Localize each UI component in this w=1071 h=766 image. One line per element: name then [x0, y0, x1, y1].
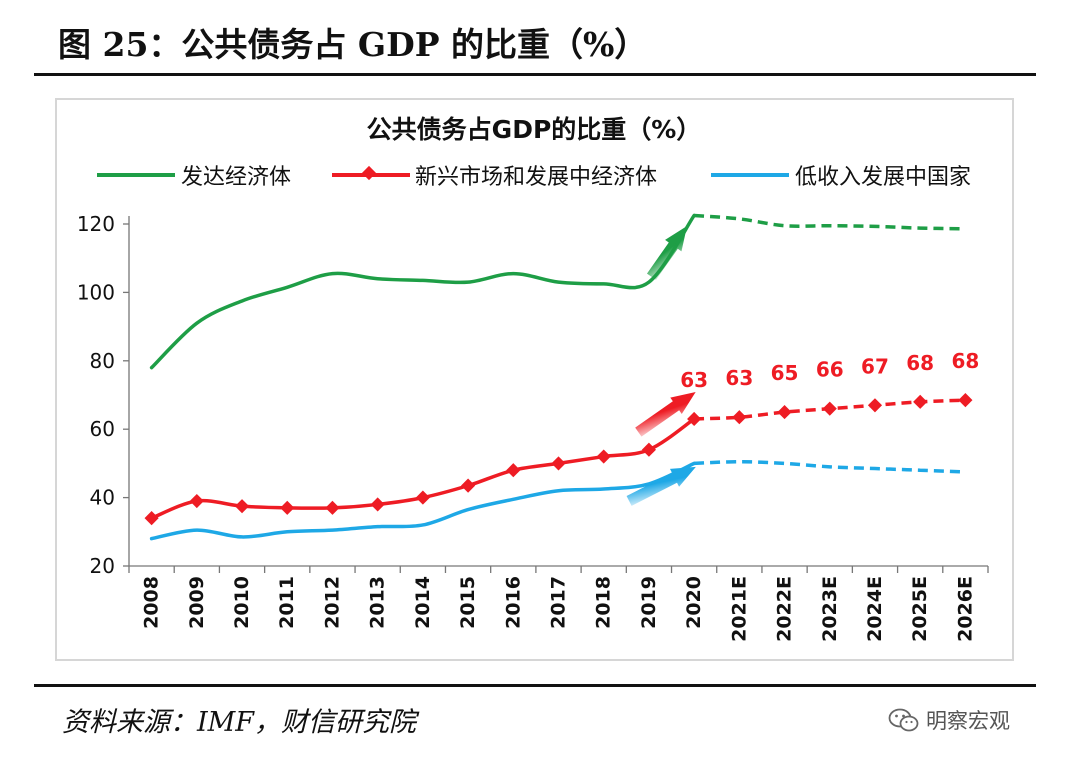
data-point-marker — [461, 478, 476, 493]
trend-arrows — [626, 225, 696, 506]
legend: 发达经济体 新兴市场和发展中经济体 低收入发展中国家 — [97, 165, 971, 190]
axes: 20 40 60 80 100 120 2008 2009 2010 2011 2012 2013 20… — [77, 212, 989, 642]
x-tick-label: 2015 — [457, 576, 479, 629]
data-label: 63 — [725, 366, 753, 390]
y-tick-label: 60 — [90, 417, 115, 441]
trend-arrow-icon — [635, 392, 696, 437]
line-chart: 公共债务占GDP的比重（%） 发达经济体 新兴市场和发展中经济体 低收入发展中国… — [77, 115, 989, 642]
data-point-marker — [280, 500, 295, 515]
data-point-marker — [144, 511, 159, 526]
x-tick-label: 2012 — [321, 576, 343, 629]
x-tick-label: 2023E — [819, 576, 841, 642]
legend-item-low-income: 低收入发展中国家 — [711, 165, 971, 190]
data-point-marker — [822, 401, 837, 416]
x-tick-label: 2011 — [276, 576, 298, 629]
data-point-marker — [234, 499, 250, 514]
data-label: 68 — [951, 349, 979, 373]
legend-item-developed: 发达经济体 — [97, 165, 291, 190]
data-point-marker — [958, 393, 973, 408]
chart-title: 公共债务占GDP的比重（%） — [367, 115, 702, 144]
data-point-marker — [732, 410, 747, 425]
x-tick-label: 2017 — [548, 576, 570, 629]
x-tick-label: 2014 — [412, 576, 434, 629]
series-line-forecast — [694, 459, 966, 474]
y-tick-label: 120 — [77, 212, 115, 236]
legend-label-emerging: 新兴市场和发展中经济体 — [415, 165, 657, 190]
x-tick-label: 2009 — [186, 576, 208, 629]
data-point-marker — [596, 449, 611, 464]
legend-item-emerging: 新兴市场和发展中经济体 — [332, 165, 657, 190]
data-point-marker — [506, 463, 521, 478]
x-tick-label: 2010 — [231, 576, 253, 629]
data-label: 66 — [816, 358, 844, 382]
wechat-icon — [888, 708, 919, 732]
watermark-text: 明察宏观 — [926, 709, 1010, 733]
x-tick-label: 2008 — [141, 576, 163, 629]
data-point-marker — [189, 493, 204, 509]
series-line-actual — [149, 213, 696, 370]
x-tick-label: 2024E — [864, 576, 886, 642]
x-tick-label: 2026E — [954, 576, 976, 642]
data-label: 63 — [680, 368, 708, 392]
data-label: 67 — [861, 354, 889, 378]
trend-arrow-icon — [646, 225, 688, 280]
x-tick-label: 2016 — [502, 576, 524, 629]
legend-label-developed: 发达经济体 — [181, 165, 291, 190]
data-point-marker — [687, 411, 702, 427]
watermark: 明察宏观 — [888, 705, 1010, 735]
data-point-marker — [551, 456, 566, 471]
y-tick-label: 20 — [90, 554, 115, 578]
data-point-marker — [777, 405, 792, 420]
y-tick-label: 80 — [90, 349, 115, 373]
data-point-marker — [415, 490, 430, 505]
header-divider — [34, 73, 1036, 76]
x-tick-label: 2013 — [367, 576, 389, 629]
x-tick-label: 2021E — [728, 576, 750, 642]
legend-label-low-income: 低收入发展中国家 — [795, 165, 971, 190]
y-tick-label: 100 — [77, 280, 115, 304]
series-1 — [144, 393, 973, 526]
series-2 — [149, 459, 966, 541]
x-tick-label: 2018 — [593, 576, 615, 629]
source-note: 资料来源：IMF，财信研究院 — [62, 707, 417, 738]
x-tick-label: 2022E — [774, 576, 796, 642]
data-point-marker — [913, 394, 928, 409]
x-tick-label: 2019 — [638, 576, 660, 629]
series-line-forecast — [694, 213, 966, 231]
x-tick-label: 2020 — [683, 576, 705, 629]
data-label: 65 — [771, 361, 799, 385]
data-point-marker — [325, 500, 340, 515]
data-point-marker — [641, 442, 656, 457]
trend-arrow-icon — [626, 466, 696, 506]
figure-header: 图 25：公共债务占 GDP 的比重（%） — [58, 25, 648, 64]
series-layer — [144, 213, 973, 541]
series-line-actual — [149, 461, 696, 541]
footer-divider — [34, 684, 1036, 687]
data-point-marker — [867, 398, 883, 413]
x-tick-label: 2025E — [909, 576, 931, 642]
data-point-marker — [370, 497, 385, 512]
data-labels: 63 63 65 66 67 68 68 — [680, 349, 979, 392]
data-label: 68 — [906, 351, 934, 375]
chart-frame: 公共债务占GDP的比重（%） 发达经济体 新兴市场和发展中经济体 低收入发展中国… — [55, 98, 1014, 661]
series-0 — [149, 213, 966, 370]
y-tick-label: 40 — [90, 486, 115, 510]
